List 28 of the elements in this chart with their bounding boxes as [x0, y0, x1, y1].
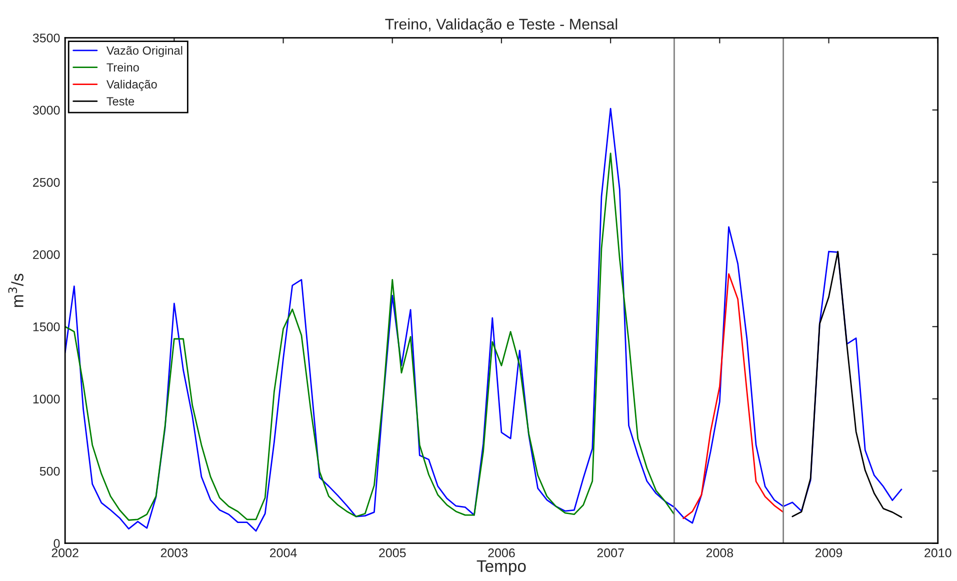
y-tick-label: 0 — [54, 539, 60, 548]
y-tick-label: 3000 — [32, 106, 60, 115]
legend-label: Validação — [106, 80, 157, 91]
x-axis-title: Tempo — [476, 560, 526, 576]
y-tick-label: 2000 — [33, 250, 60, 260]
legend-label: Treino — [106, 62, 139, 72]
line-series — [65, 108, 902, 532]
y-tick-label: 500 — [40, 466, 60, 476]
x-tick-label: 2004 — [270, 548, 297, 558]
y-tick-label: 2500 — [33, 178, 60, 187]
line-series — [65, 152, 675, 521]
line-series — [792, 250, 902, 518]
x-tick-label: 2003 — [160, 548, 188, 558]
x-tick-label: 2008 — [706, 548, 734, 558]
line-series — [682, 273, 784, 520]
x-tick-label: 2005 — [379, 548, 406, 558]
x-tick-label: 2006 — [488, 548, 515, 558]
legend-label: Vazão Original — [106, 46, 182, 58]
y-tick-label: 1000 — [33, 394, 60, 404]
legend-label: Teste — [106, 97, 134, 106]
x-tick-label: 2009 — [815, 548, 842, 558]
chart-title: Treino, Validação e Teste - Mensal — [385, 18, 618, 33]
y-tick-label: 3500 — [32, 34, 60, 42]
x-tick-label: 2010 — [924, 548, 952, 558]
y-tick-label: 1500 — [33, 322, 60, 332]
y-axis-title: m$^{3}$/s — [8, 274, 24, 307]
x-tick-label: 2002 — [52, 548, 78, 558]
x-tick-label: 2007 — [597, 548, 624, 558]
